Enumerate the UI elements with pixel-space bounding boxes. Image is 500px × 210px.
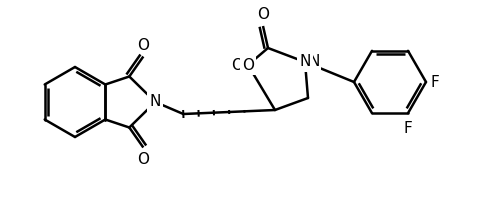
Text: N: N (300, 55, 310, 70)
Text: F: F (431, 75, 440, 89)
Text: O: O (242, 58, 254, 72)
Text: F: F (404, 121, 412, 136)
Text: N: N (308, 55, 320, 70)
Text: O: O (257, 7, 269, 22)
Text: N: N (150, 94, 161, 109)
Text: O: O (138, 151, 149, 167)
Text: N: N (150, 94, 161, 109)
Text: O: O (231, 58, 243, 72)
Text: O: O (138, 38, 149, 52)
